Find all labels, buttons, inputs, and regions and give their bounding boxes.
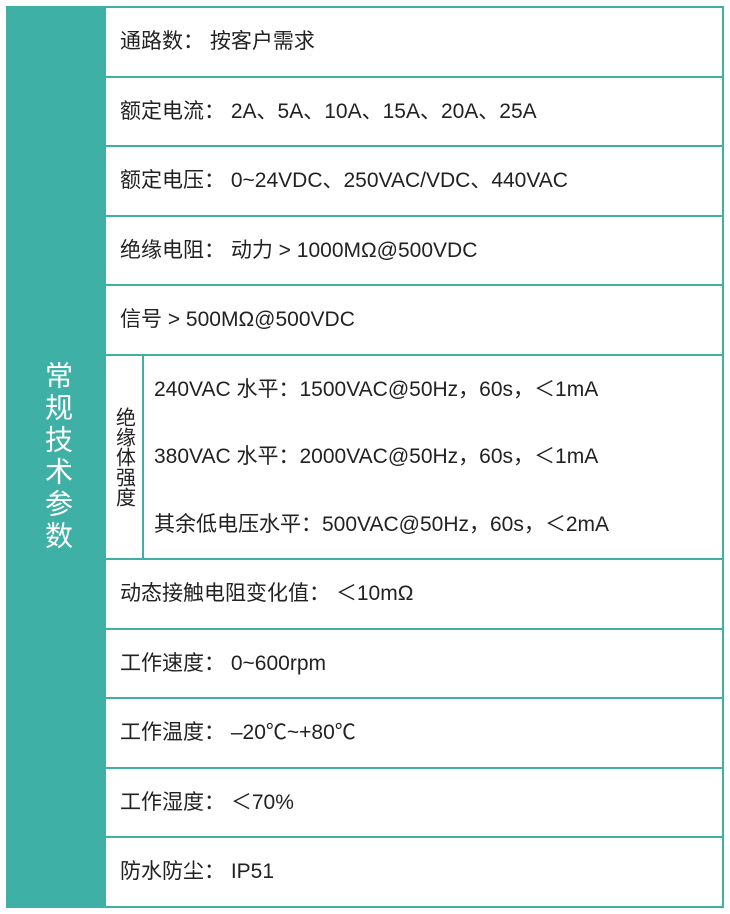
spec-row: 工作温度： –20℃~+80℃ [106, 699, 722, 769]
dielectric-label: 绝缘体强度 [106, 356, 144, 559]
spec-value: ＜10mΩ [336, 582, 414, 605]
spec-value: IP51 [231, 860, 274, 883]
spec-row: 动态接触电阻变化值： ＜10mΩ [106, 560, 722, 630]
spec-label: 动态接触电阻变化值： [120, 582, 330, 605]
spec-label: 绝缘电阻： [120, 239, 225, 262]
dielectric-row: 其余低电压水平：500VAC@50Hz，60s，＜2mA [144, 491, 722, 559]
spec-row: 工作湿度： ＜70% [106, 769, 722, 839]
spec-value: 信号 > 500MΩ@500VDC [120, 308, 355, 331]
spec-value: –20℃~+80℃ [231, 721, 356, 744]
spec-value: 动力 > 1000MΩ@500VDC [231, 239, 478, 262]
spec-row: 额定电流： 2A、5A、10A、15A、20A、25A [106, 78, 722, 148]
spec-label: 通路数： [120, 30, 204, 53]
spec-value: 0~24VDC、250VAC/VDC、440VAC [231, 169, 568, 192]
spec-label: 防水防尘： [120, 860, 225, 883]
spec-row: 绝缘电阻： 动力 > 1000MΩ@500VDC [106, 217, 722, 287]
section-title: 常规技术参数 [8, 8, 106, 906]
dielectric-row: 240VAC 水平：1500VAC@50Hz，60s，＜1mA [144, 356, 722, 424]
spec-value: 按客户需求 [210, 30, 315, 53]
spec-row: 通路数： 按客户需求 [106, 8, 722, 78]
dielectric-rows: 240VAC 水平：1500VAC@50Hz，60s，＜1mA 380VAC 水… [144, 356, 722, 559]
spec-row: 工作速度： 0~600rpm [106, 630, 722, 700]
spec-label: 额定电流： [120, 100, 225, 123]
spec-row: 防水防尘： IP51 [106, 838, 722, 906]
spec-value: 0~600rpm [231, 652, 326, 675]
spec-table: 常规技术参数 通路数： 按客户需求 额定电流： 2A、5A、10A、15A、20… [6, 6, 724, 908]
spec-value: ＜70% [231, 791, 294, 814]
spec-label: 工作温度： [120, 721, 225, 744]
dielectric-row: 380VAC 水平：2000VAC@50Hz，60s，＜1mA [144, 423, 722, 491]
spec-row: 额定电压： 0~24VDC、250VAC/VDC、440VAC [106, 147, 722, 217]
spec-label: 工作速度： [120, 652, 225, 675]
spec-content: 通路数： 按客户需求 额定电流： 2A、5A、10A、15A、20A、25A 额… [106, 8, 722, 906]
spec-value: 2A、5A、10A、15A、20A、25A [231, 100, 537, 123]
spec-row: 信号 > 500MΩ@500VDC [106, 286, 722, 356]
spec-label: 工作湿度： [120, 791, 225, 814]
dielectric-strength-block: 绝缘体强度 240VAC 水平：1500VAC@50Hz，60s，＜1mA 38… [106, 356, 722, 561]
spec-label: 额定电压： [120, 169, 225, 192]
